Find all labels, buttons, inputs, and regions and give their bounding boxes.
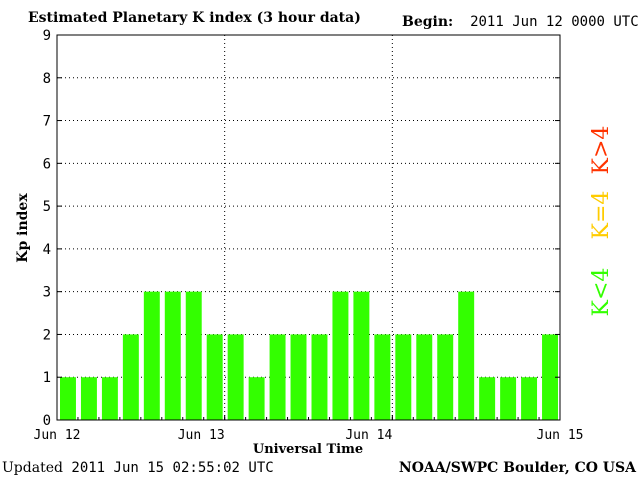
bar	[143, 291, 160, 420]
bar	[332, 291, 349, 420]
grid-lines	[57, 35, 560, 420]
bar	[374, 334, 391, 420]
bar	[185, 291, 202, 420]
bar	[458, 291, 475, 420]
bar	[395, 334, 412, 420]
bar	[542, 334, 558, 420]
y-tick-label: 3	[43, 285, 51, 301]
bar	[122, 334, 139, 420]
x-tick-label: Jun 15	[537, 428, 584, 443]
updated-label: Updated	[2, 460, 63, 476]
bar	[164, 291, 181, 420]
bar	[206, 334, 223, 420]
bar	[60, 377, 76, 420]
legend-mid: K=4	[589, 191, 614, 240]
bar-series	[60, 291, 558, 420]
bar	[101, 377, 118, 420]
x-tick-label: Jun 14	[345, 428, 392, 443]
x-axis: Jun 12 Jun 13 Jun 14 Jun 15	[34, 415, 584, 443]
x-tick-label: Jun 12	[34, 428, 81, 443]
bar	[311, 334, 328, 420]
y-tick-label: 4	[43, 242, 51, 258]
bar	[290, 334, 307, 420]
legend-low: K<4	[589, 268, 614, 317]
y-tick-label: 9	[43, 28, 51, 44]
bar	[353, 291, 370, 420]
bar	[437, 334, 454, 420]
bar	[521, 377, 538, 420]
y-tick-label: 2	[43, 327, 51, 343]
credit-line: NOAA/SWPC Boulder, CO USA	[398, 460, 636, 476]
y-tick-label: 6	[43, 156, 51, 172]
bar	[416, 334, 433, 420]
bar	[80, 377, 97, 420]
y-tick-label: 7	[43, 114, 51, 130]
y-tick-label: 0	[43, 413, 51, 429]
bar	[479, 377, 496, 420]
bar	[269, 334, 286, 420]
y-tick-label: 1	[43, 370, 51, 386]
x-axis-label: Universal Time	[253, 442, 363, 457]
y-tick-label: 5	[43, 199, 51, 215]
begin-label: Begin:	[402, 14, 454, 30]
bar	[248, 377, 265, 420]
updated-value: 2011 Jun 15 02:55:02 UTC	[71, 460, 274, 476]
chart-title: Estimated Planetary K index (3 hour data…	[28, 10, 361, 26]
legend-high: K>4	[589, 126, 614, 175]
bar	[500, 377, 517, 420]
begin-date: Begin: 2011 Jun 12 0000 UTC	[402, 14, 639, 30]
y-axis-label: Kp index	[15, 193, 31, 263]
y-axis: 0 1 2 3 4 5 6 7 8 9	[43, 28, 560, 429]
updated-timestamp: Updated 2011 Jun 15 02:55:02 UTC	[2, 460, 274, 476]
begin-value: 2011 Jun 12 0000 UTC	[470, 14, 639, 30]
bar	[227, 334, 244, 420]
y-tick-label: 8	[43, 71, 51, 87]
x-tick-label: Jun 13	[178, 428, 225, 443]
